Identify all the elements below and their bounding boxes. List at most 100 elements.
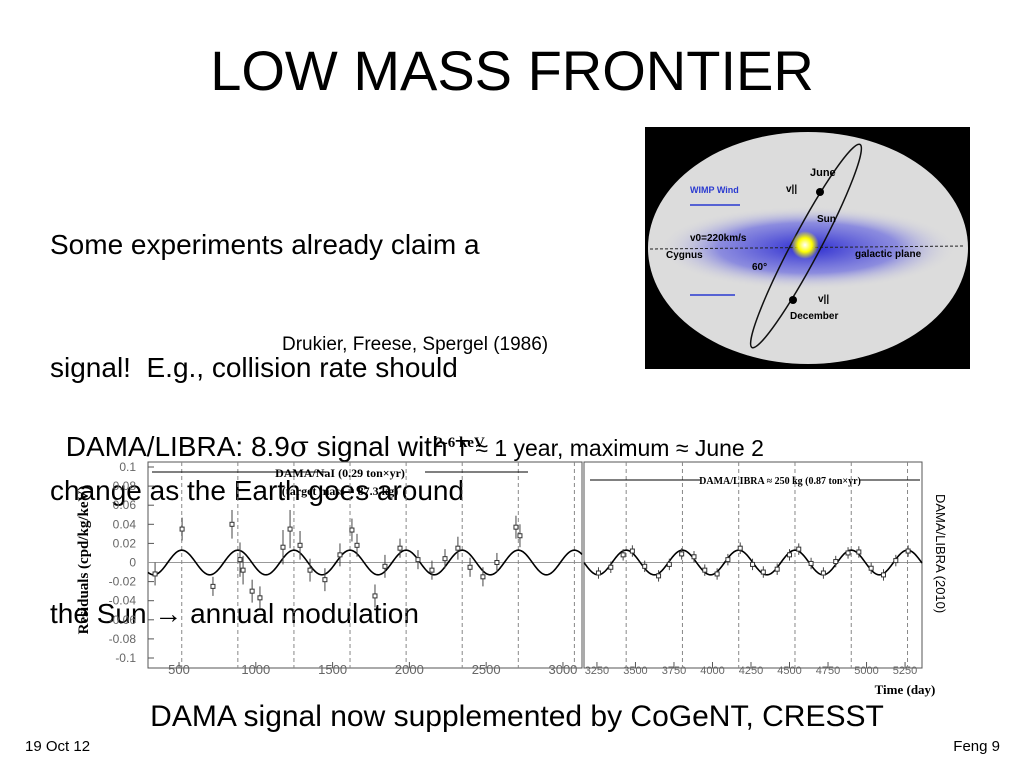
headline: DAMA/LIBRA: 8.9σ signal with T ≈ 1 year,… xyxy=(58,398,764,463)
x-tick-label: 1000 xyxy=(241,662,270,677)
sun xyxy=(791,231,819,259)
data-point xyxy=(845,550,851,556)
diagram-label: Cygnus xyxy=(666,250,703,261)
data-point xyxy=(467,564,473,570)
data-point xyxy=(354,542,360,548)
citation: Drukier, Freese, Spergel (1986) xyxy=(282,334,549,355)
data-point xyxy=(714,571,720,577)
data-point xyxy=(280,544,286,550)
sigma: σ xyxy=(289,430,309,463)
data-point xyxy=(595,570,601,576)
data-point xyxy=(856,549,862,555)
x-axis-label: Time (day) xyxy=(875,682,936,697)
data-point xyxy=(229,521,235,527)
x-tick-label: 4500 xyxy=(777,665,801,677)
data-point xyxy=(666,561,672,567)
slide-title: LOW MASS FRONTIER xyxy=(210,39,814,102)
y-tick-label: -0.1 xyxy=(115,651,136,665)
diagram-label: v|| xyxy=(818,294,829,305)
left-frame xyxy=(147,461,583,669)
data-point xyxy=(905,548,911,554)
data-point xyxy=(702,567,708,573)
data-point xyxy=(287,526,293,532)
data-point xyxy=(513,524,519,530)
data-point xyxy=(808,560,814,566)
y-tick-label: 0.06 xyxy=(113,498,137,512)
side-label: DAMA/LIBRA (2010) xyxy=(933,494,948,613)
x-tick-label: 2500 xyxy=(472,662,501,677)
data-point xyxy=(725,557,731,563)
data-point xyxy=(442,556,448,562)
y-tick-label: -0.02 xyxy=(109,575,137,589)
x-tick-label: 3750 xyxy=(662,665,686,677)
headline-text: signal with xyxy=(309,431,456,462)
y-tick-label: 0 xyxy=(129,556,136,570)
data-point xyxy=(760,569,766,575)
diagram-label: 60° xyxy=(752,262,767,273)
body-text: Some experiments already claim a signal!… xyxy=(50,142,480,675)
footer-page: Feng 9 xyxy=(953,738,1000,755)
body-line: Some experiments already claim a xyxy=(50,229,480,260)
diagram-label: galactic plane xyxy=(855,249,922,260)
data-point xyxy=(750,561,756,567)
headline-text: T ≈ 1 year, maximum ≈ June 2 xyxy=(455,435,764,461)
body-line: change as the Earth goes around xyxy=(50,475,465,506)
y-tick-label: -0.06 xyxy=(109,613,137,627)
x-tick-label: 4250 xyxy=(739,665,763,677)
data-point xyxy=(679,551,685,557)
data-point xyxy=(152,571,158,577)
x-tick-label: 5000 xyxy=(854,665,878,677)
x-tick-label: 3250 xyxy=(585,665,609,677)
diagram-label: WIMP Wind xyxy=(690,185,739,195)
annotation: DAMA/NaI (0.29 ton×yr) xyxy=(275,466,405,480)
data-point xyxy=(608,564,614,570)
data-point xyxy=(620,552,626,558)
y-tick-label: 0.08 xyxy=(113,479,137,493)
data-point xyxy=(179,526,185,532)
right-frame xyxy=(583,461,923,669)
data-point xyxy=(691,554,697,560)
footer-date: 19 Oct 12 xyxy=(25,738,91,755)
data-point xyxy=(880,572,886,578)
diagram-label: December xyxy=(790,311,838,322)
data-point xyxy=(774,566,780,572)
data-point xyxy=(494,560,500,565)
x-tick-label: 3500 xyxy=(623,665,647,677)
annotation: (target mass = 87.3 kg) xyxy=(282,484,398,498)
y-tick-label: 0.04 xyxy=(113,517,137,531)
data-point xyxy=(429,567,435,573)
data-point xyxy=(415,557,421,563)
y-tick-label: -0.08 xyxy=(109,632,137,646)
data-point xyxy=(787,552,793,558)
diagram-label: v|| xyxy=(786,184,797,195)
diagram-label: v0=220km/s xyxy=(690,233,747,244)
x-tick-label: 2000 xyxy=(395,662,424,677)
data-point xyxy=(629,548,635,554)
data-point xyxy=(210,583,216,589)
data-point xyxy=(868,565,874,571)
x-tick-label: 500 xyxy=(168,662,190,677)
data-point xyxy=(517,533,523,539)
galaxy-diagram xyxy=(645,127,970,369)
plot xyxy=(147,461,923,669)
data-point xyxy=(307,567,313,573)
x-tick-label: 1500 xyxy=(318,662,347,677)
y-tick-label: 0.02 xyxy=(113,536,137,550)
data-point xyxy=(656,573,662,579)
plot-title: 2-6 keV xyxy=(435,435,485,451)
data-point xyxy=(349,527,355,533)
x-tick-label: 3000 xyxy=(548,662,577,677)
data-point xyxy=(240,567,246,573)
data-point xyxy=(257,595,263,601)
diagram-label: June xyxy=(810,167,836,179)
data-point xyxy=(833,559,839,565)
data-point xyxy=(397,545,403,551)
diagram-label: Sun xyxy=(817,214,836,225)
y-axis-label: Residuals (cpd/kg/keV) xyxy=(76,486,92,635)
data-point xyxy=(237,557,243,563)
data-point xyxy=(382,563,388,569)
data-point xyxy=(249,588,255,594)
annotation: DAMA/LIBRA ≈ 250 kg (0.87 ton×yr) xyxy=(699,476,861,487)
